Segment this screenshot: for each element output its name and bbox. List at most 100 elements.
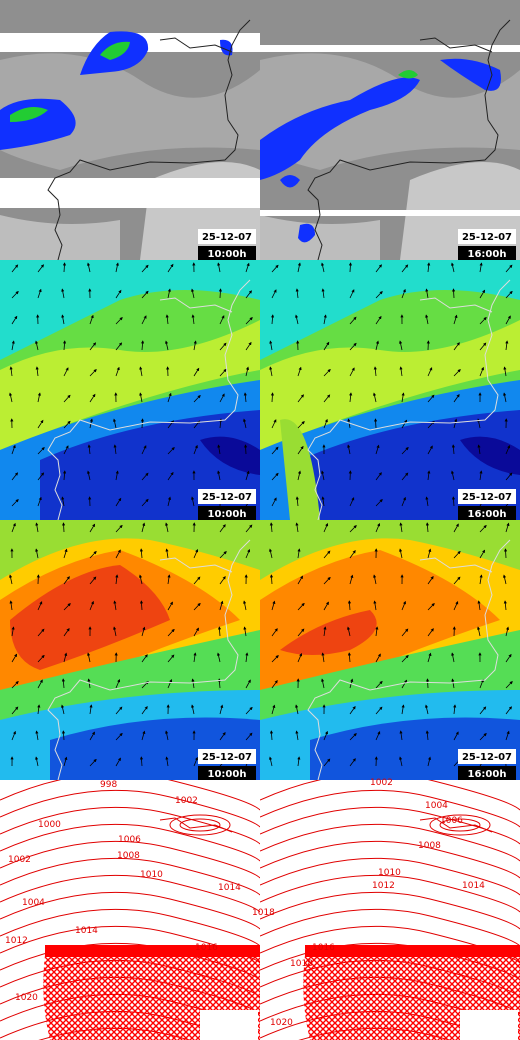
wind-arrow: [190, 288, 195, 299]
wind-arrow: [89, 368, 97, 377]
wind-arrow: [297, 262, 301, 273]
wind-arrow: [167, 496, 172, 507]
wind-arrow: [115, 497, 122, 507]
wind-arrow: [141, 626, 146, 637]
wind-arrow: [297, 756, 301, 767]
wind-arrow: [450, 470, 455, 481]
wind-arrow: [165, 314, 169, 325]
date-label: 25-12-07: [202, 232, 252, 243]
field-region: [0, 260, 260, 360]
wind-arrow: [63, 420, 71, 429]
wind-arrow: [89, 600, 94, 611]
wind-arrow: [63, 548, 68, 559]
wind-arrow: [427, 628, 434, 637]
isobar: [0, 908, 260, 947]
wind-arrow: [349, 705, 356, 715]
wind-arrow: [115, 470, 119, 481]
wind-arrow: [453, 418, 458, 429]
wind-arrow: [89, 758, 97, 767]
wind-arrow: [349, 497, 355, 507]
wind-arrow: [8, 574, 13, 585]
wind-arrow: [375, 444, 380, 455]
wind-arrow: [451, 288, 456, 299]
wind-arrow: [297, 420, 305, 429]
map-panel: 25-12-07 16:00h: [260, 260, 520, 520]
wind-arrow: [375, 290, 383, 299]
wind-arrow: [503, 548, 508, 559]
field-region: [140, 162, 260, 260]
wind-arrow: [141, 522, 146, 533]
field-region: [260, 550, 500, 690]
wind-arrow: [115, 678, 121, 689]
field-region: [280, 419, 320, 520]
isobar-label: 1002: [370, 778, 393, 788]
wind-arrow: [243, 444, 248, 455]
wind-arrow: [453, 342, 460, 351]
wind-arrow: [453, 704, 457, 715]
wind-arrow: [245, 470, 250, 481]
wind-arrow: [450, 262, 455, 273]
wind-arrow: [141, 264, 149, 273]
wind-arrow: [349, 758, 356, 767]
wind-arrow: [401, 679, 408, 689]
wind-arrow: [11, 522, 16, 533]
wind-arrow: [270, 392, 275, 403]
wind-arrow: [271, 289, 277, 299]
field-region: [50, 717, 260, 780]
wind-arrow: [139, 366, 143, 377]
time-label: 16:00h: [468, 249, 507, 260]
map-panel: 25-12-07 10:00h: [0, 520, 260, 780]
wind-arrow: [193, 444, 198, 455]
wind-arrow: [375, 626, 379, 637]
wind-arrow: [479, 678, 484, 689]
wind-arrow: [323, 418, 328, 429]
wind-arrow: [245, 366, 250, 377]
blank-area: [200, 1010, 258, 1040]
wind-arrow: [399, 548, 403, 559]
wind-arrow: [427, 652, 432, 663]
isobar: [260, 840, 520, 879]
wind-arrow: [87, 444, 91, 455]
wind-arrow: [193, 340, 197, 351]
date-label: 25-12-07: [462, 232, 512, 243]
wind-arrow: [349, 367, 355, 377]
wind-arrow: [115, 549, 121, 559]
isobar-label: 1020: [270, 1018, 293, 1028]
wind-arrow: [219, 393, 225, 403]
wind-arrow: [323, 341, 330, 351]
wind-arrow: [425, 730, 429, 741]
wind-arrow: [503, 600, 507, 611]
wind-arrow: [89, 523, 96, 533]
wind-arrow: [245, 341, 252, 351]
wind-arrow: [165, 756, 169, 767]
wind-arrow: [61, 496, 65, 507]
coastline: [47, 539, 251, 780]
wind-arrow: [245, 316, 253, 325]
wind-arrow: [139, 600, 144, 611]
wind-arrow: [425, 288, 429, 299]
wind-arrow: [219, 576, 226, 585]
wind-arrow: [297, 602, 305, 611]
wind-arrow: [63, 367, 69, 377]
wind-arrow: [479, 732, 487, 741]
wind-arrow: [141, 498, 149, 507]
wind-arrow: [141, 445, 147, 455]
isobar-label: 1010: [378, 868, 401, 878]
wind-arrow: [89, 704, 93, 715]
wind-arrow: [479, 316, 487, 325]
isobar-label: 1014: [462, 881, 485, 891]
wind-arrow: [424, 704, 429, 715]
wind-arrow: [89, 550, 97, 559]
wind-arrow: [399, 366, 403, 377]
wind-arrow: [35, 522, 39, 533]
wind-arrow: [167, 446, 175, 455]
wind-arrow: [295, 730, 299, 741]
wind-arrow: [115, 524, 123, 533]
wind-arrow: [349, 289, 355, 299]
wind-arrow: [269, 522, 273, 533]
wind-arrow: [505, 444, 511, 455]
wind-arrow: [295, 288, 299, 299]
wind-arrow: [427, 548, 432, 559]
wind-arrow: [295, 496, 299, 507]
